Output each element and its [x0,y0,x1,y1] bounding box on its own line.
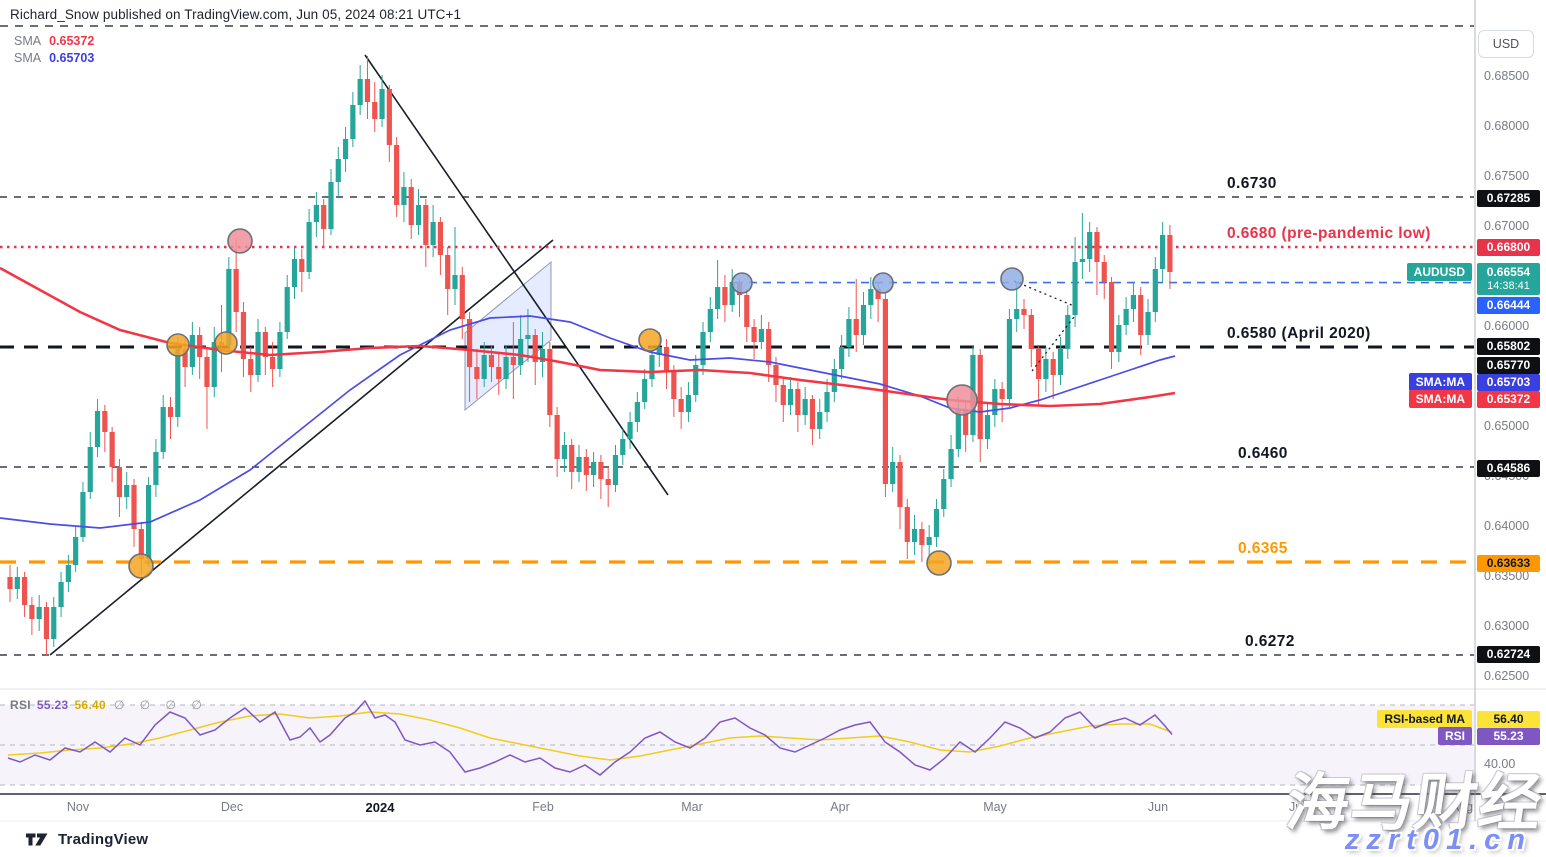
axis-price-badge: 0.66800 [1477,238,1540,256]
price-axis-label: 0.63000 [1484,619,1530,633]
price-axis-label: 0.63500 [1484,569,1530,583]
series-label-badge: AUDUSD [1406,263,1472,281]
attribution-header: Richard_Snow published on TradingView.co… [10,7,462,22]
level-annotation: 0.6730 [1227,175,1277,192]
time-axis-label: May [983,800,1007,814]
series-label-badge: RSI-based MA [1377,710,1472,728]
price-axis-label: 0.67000 [1484,219,1530,233]
axis-price-badge: 56.40 [1477,710,1540,728]
bar-countdown: 14:38:41 [1487,280,1530,292]
time-axis-label: Jul [1289,800,1305,814]
price-axis-label: 0.64000 [1484,519,1530,533]
time-axis-label: Nov [66,800,90,814]
series-label-badge: RSI [1437,727,1472,745]
axis-price-badge: 0.65802 [1477,338,1540,356]
sma2-value: 0.65703 [49,51,95,65]
level-annotation: 0.6460 [1238,445,1288,462]
series-label-badge: SMA:MA [1408,373,1472,391]
series-label-badge: SMA:MA [1408,390,1472,408]
rsi-legend-empty-slots: ∅ ∅ ∅ ∅ [113,698,208,712]
sma1-value: 0.65372 [49,34,95,48]
price-axis-label: 0.67500 [1484,169,1530,183]
rsi-axis-label: 40.00 [1484,757,1516,771]
price-axis-label: 0.68000 [1484,119,1530,133]
time-axis-label: Jun [1147,800,1169,814]
sma-legend: SMA 0.65372 SMA 0.65703 [14,33,94,67]
axis-price-badge: 0.65770 [1477,356,1540,374]
tradingview-logo-icon [26,833,48,846]
sma1-label: SMA [14,34,42,48]
time-axis-label: Dec [220,800,244,814]
time-axis-label: Mar [681,800,703,814]
rsi-legend: RSI 55.23 56.40 ∅ ∅ ∅ ∅ [10,698,208,712]
axis-price-badge: 0.65372 [1477,390,1540,408]
level-annotation: 0.6365 [1238,540,1288,557]
watermark-url: zzrt01.cn [1344,824,1532,856]
axis-price-badge: 0.66444 [1477,296,1540,314]
price-axis-label: 0.66000 [1484,319,1530,333]
price-axis-label: 0.62500 [1484,669,1530,683]
price-axis-label: 0.68500 [1484,69,1530,83]
time-axis-label: 2024 [365,800,395,815]
axis-price-badge: 0.63633 [1477,555,1540,573]
current-price-badge: 0.66554 14:38:41 [1477,263,1540,295]
current-price-value: 0.66554 [1486,265,1531,279]
level-annotation: 0.6272 [1245,633,1295,650]
rsi-legend-label: RSI [10,698,31,712]
rsi-ma-legend-value: 56.40 [74,698,106,712]
price-axis-label: 0.65000 [1484,419,1530,433]
level-annotation: 0.6580 (April 2020) [1227,325,1371,342]
axis-price-badge: 0.64586 [1477,459,1540,477]
tradingview-brand-text: TradingView [58,831,149,848]
time-axis-label: Feb [532,800,554,814]
rsi-legend-value: 55.23 [36,698,69,712]
tradingview-brand[interactable]: TradingView [26,831,148,848]
time-axis-label: Apr [830,800,850,814]
level-annotation: 0.6680 (pre-pandemic low) [1227,225,1431,242]
sma2-label: SMA [14,51,42,65]
currency-toggle-button[interactable]: USD [1478,30,1534,58]
axis-price-badge: 0.65703 [1477,373,1540,391]
axis-price-badge: 0.62724 [1477,646,1540,664]
axis-price-badge: 55.23 [1477,727,1540,745]
time-axis-label: Aug [1450,800,1474,814]
axis-price-badge: 0.67285 [1477,190,1540,207]
